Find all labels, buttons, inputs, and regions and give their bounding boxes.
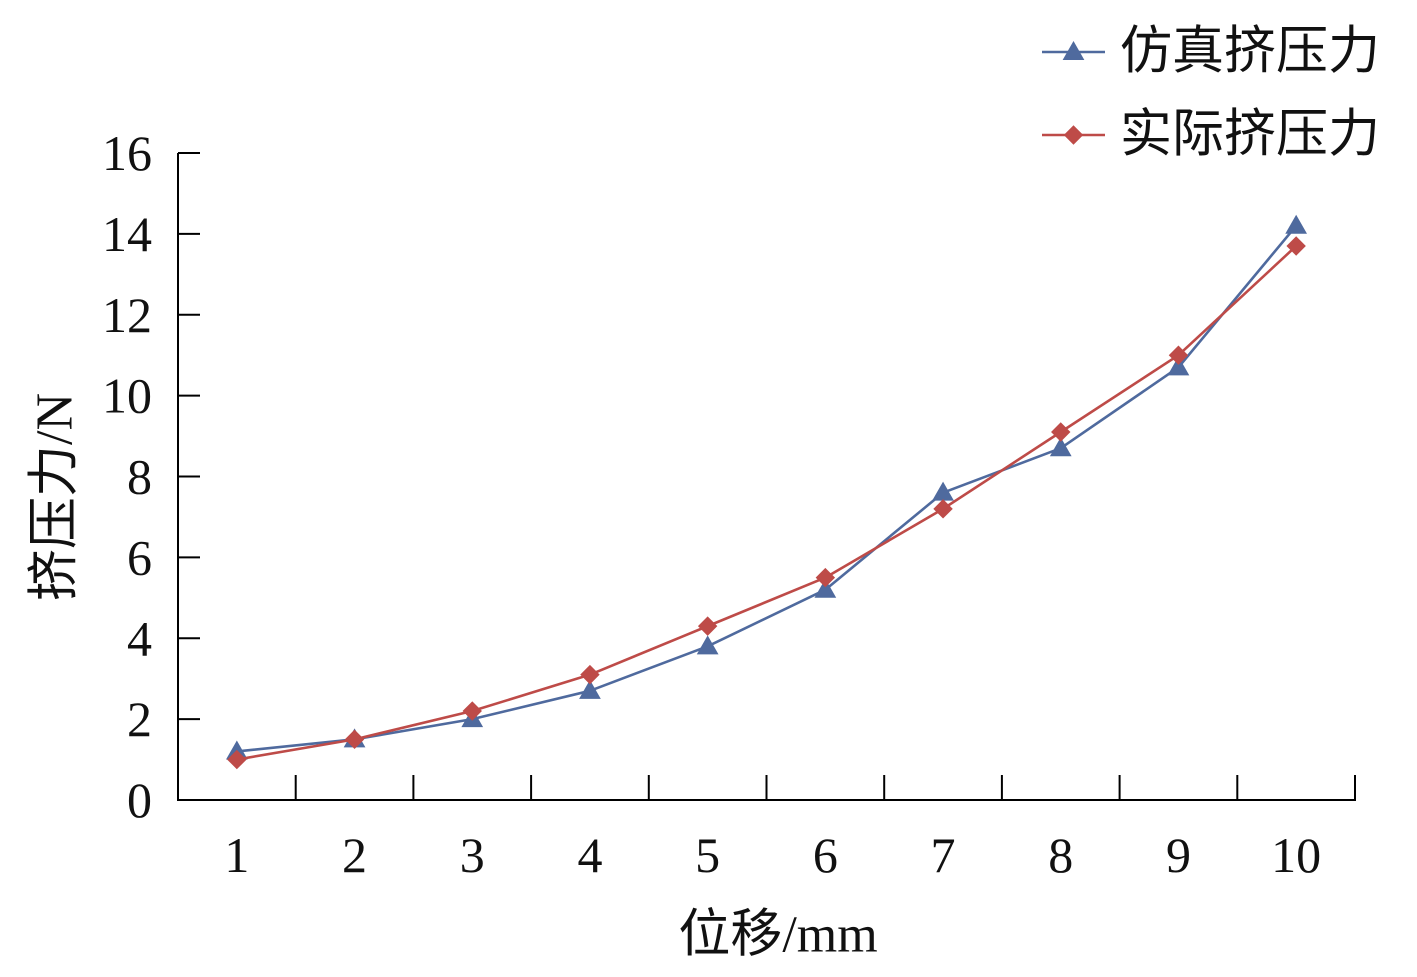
y-axis-title: 挤压力/N	[27, 393, 84, 601]
x-tick-label: 8	[1048, 827, 1073, 883]
series-2-point	[227, 749, 247, 770]
series-1-point	[932, 481, 954, 501]
series-1	[225, 214, 1308, 760]
x-tick-label: 3	[460, 827, 485, 883]
x-tick-label: 10	[1271, 827, 1321, 883]
series-2-point	[1051, 422, 1071, 442]
series-2-point	[815, 567, 836, 588]
series-2-line	[236, 245, 1298, 761]
legend-label: 仿真挤压力	[1120, 24, 1380, 81]
series-1-point	[696, 635, 719, 655]
series-2-point	[1286, 236, 1306, 256]
series-layer	[225, 214, 1308, 770]
series-1-point	[579, 679, 601, 699]
legend-item-1: 仿真挤压力	[1042, 24, 1380, 81]
series-2	[227, 236, 1306, 770]
y-tick-label: 0	[127, 772, 152, 828]
y-tick-label: 10	[102, 368, 152, 424]
x-tick-label: 6	[813, 827, 838, 883]
y-tick-label: 12	[102, 287, 152, 343]
series-2-point	[344, 729, 365, 750]
y-tick-label: 2	[127, 691, 152, 747]
series-1-point	[1167, 356, 1190, 376]
series-1-point	[1049, 437, 1072, 457]
x-tick-label: 7	[931, 827, 956, 883]
legend-item-2: 实际挤压力	[1042, 107, 1380, 164]
series-1-line	[236, 224, 1298, 753]
y-tick-label: 6	[127, 529, 152, 585]
x-axis-ticks: 1 2 3 4 5 6 7 8 9 10	[224, 775, 1356, 883]
y-tick-label: 14	[102, 206, 152, 262]
series-2-point	[697, 616, 718, 636]
x-axis-title: 位移/mm	[678, 907, 877, 964]
x-tick-label: 5	[695, 827, 720, 883]
x-tick-label: 9	[1166, 827, 1191, 883]
series-2-point	[580, 664, 600, 685]
y-axis-ticks: 0 2 4 6 8 10 12 14 16	[102, 125, 200, 828]
y-tick-label: 8	[127, 449, 152, 505]
y-tick-label: 4	[127, 610, 152, 666]
axes	[177, 153, 1356, 801]
x-tick-label: 1	[224, 827, 249, 883]
x-tick-label: 2	[342, 827, 367, 883]
legend-marker	[1063, 125, 1084, 145]
y-tick-label: 16	[102, 125, 152, 181]
series-1-point	[814, 578, 837, 598]
series-2-point	[933, 499, 953, 519]
legend-label: 实际挤压力	[1120, 107, 1380, 164]
legend-marker	[1062, 40, 1085, 60]
series-1-point	[1285, 214, 1308, 234]
series-2-point	[462, 701, 482, 721]
series-2-point	[1168, 345, 1189, 365]
x-tick-label: 4	[577, 827, 602, 883]
